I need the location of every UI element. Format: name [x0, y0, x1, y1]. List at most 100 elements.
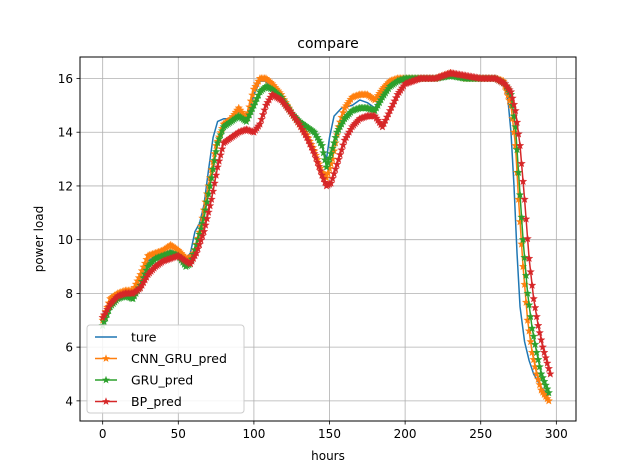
data-point-marker: [337, 145, 346, 154]
y-axis-label: power load: [32, 206, 46, 273]
data-point-marker: [260, 105, 269, 114]
data-point-marker: [523, 288, 532, 297]
data-point-marker: [506, 87, 516, 96]
legend-marker: [102, 375, 110, 384]
data-point-marker: [532, 348, 541, 357]
data-point-marker: [213, 162, 222, 171]
data-point-marker: [198, 231, 207, 240]
data-point-marker: [216, 150, 225, 159]
data-point-marker: [518, 177, 528, 186]
data-point-marker: [538, 342, 547, 351]
y-tick-label: 12: [58, 179, 73, 193]
data-point-marker: [529, 294, 538, 303]
data-point-marker: [533, 355, 543, 364]
series-layer: [98, 68, 555, 405]
data-point-marker: [540, 377, 549, 386]
data-point-marker: [323, 158, 333, 167]
data-point-marker: [210, 178, 219, 187]
data-point-marker: [338, 140, 348, 149]
data-point-marker: [201, 220, 210, 229]
data-point-marker: [523, 234, 532, 243]
data-point-marker: [305, 139, 315, 148]
data-point-marker: [326, 149, 336, 158]
x-tick-label: 200: [394, 427, 417, 441]
x-axis-label: hours: [311, 449, 345, 463]
data-point-marker: [326, 178, 336, 187]
data-point-marker: [202, 214, 212, 223]
data-point-marker: [196, 235, 206, 244]
data-point-marker: [313, 157, 322, 166]
data-point-marker: [302, 133, 312, 142]
data-point-marker: [329, 138, 339, 147]
data-point-marker: [310, 149, 319, 158]
plot-frame: [79, 56, 577, 422]
data-point-marker: [258, 110, 268, 119]
x-tick-label: 0: [99, 427, 107, 441]
data-point-marker: [543, 358, 552, 367]
data-point-marker: [319, 174, 328, 183]
legend-marker: [102, 397, 110, 405]
data-point-marker: [204, 207, 213, 216]
data-point-marker: [538, 373, 547, 382]
data-point-marker: [524, 254, 534, 263]
data-point-marker: [532, 312, 541, 321]
data-point-marker: [205, 201, 215, 210]
data-point-marker: [193, 244, 203, 253]
data-point-marker: [544, 364, 553, 373]
data-point-marker: [533, 321, 543, 330]
data-point-marker: [211, 147, 221, 156]
x-tick-label: 250: [469, 427, 492, 441]
legend-item: CNN_GRU_pred: [95, 351, 227, 366]
legend-marker: [102, 354, 110, 362]
data-point-marker: [526, 267, 535, 276]
data-point-marker: [335, 150, 345, 159]
data-point-marker: [527, 323, 537, 332]
data-point-marker: [520, 194, 529, 203]
data-point-marker: [216, 130, 225, 139]
data-point-marker: [509, 100, 519, 109]
data-point-marker: [524, 300, 534, 309]
data-point-marker: [530, 303, 540, 312]
data-point-marker: [192, 248, 201, 257]
data-point-marker: [508, 93, 517, 102]
data-point-marker: [529, 331, 538, 340]
data-point-marker: [511, 122, 520, 131]
data-point-marker: [517, 212, 526, 221]
data-point-marker: [541, 353, 550, 362]
legend-item: GRU_pred: [95, 373, 193, 388]
data-point-marker: [332, 160, 342, 169]
data-point-marker: [246, 96, 256, 105]
x-tick-label: 300: [545, 427, 568, 441]
data-point-marker: [317, 141, 327, 150]
data-point-marker: [509, 111, 519, 120]
data-point-marker: [319, 148, 328, 157]
data-point-marker: [517, 159, 526, 168]
y-tick-label: 14: [58, 126, 73, 140]
legend-label: BP_pred: [131, 394, 182, 409]
data-point-marker: [515, 190, 525, 199]
legend-label: GRU_pred: [131, 373, 193, 388]
data-point-marker: [308, 146, 318, 155]
data-point-marker: [546, 369, 555, 378]
data-point-marker: [515, 217, 525, 226]
data-point-marker: [214, 156, 224, 165]
y-tick-label: 6: [65, 341, 73, 355]
data-point-marker: [511, 106, 520, 115]
data-point-marker: [526, 337, 535, 346]
data-point-marker: [208, 186, 218, 195]
data-point-marker: [517, 239, 526, 248]
data-point-marker: [509, 127, 519, 136]
data-point-marker: [537, 369, 546, 378]
data-point-marker: [535, 362, 544, 371]
data-point-marker: [211, 170, 221, 179]
data-point-marker: [314, 162, 324, 171]
y-tick-label: 10: [58, 233, 73, 247]
data-point-marker: [530, 340, 540, 349]
data-point-marker: [325, 153, 334, 162]
data-point-marker: [543, 384, 552, 393]
data-point-marker: [323, 168, 333, 177]
data-point-marker: [328, 143, 337, 152]
data-point-marker: [210, 155, 219, 165]
data-point-marker: [257, 115, 266, 124]
